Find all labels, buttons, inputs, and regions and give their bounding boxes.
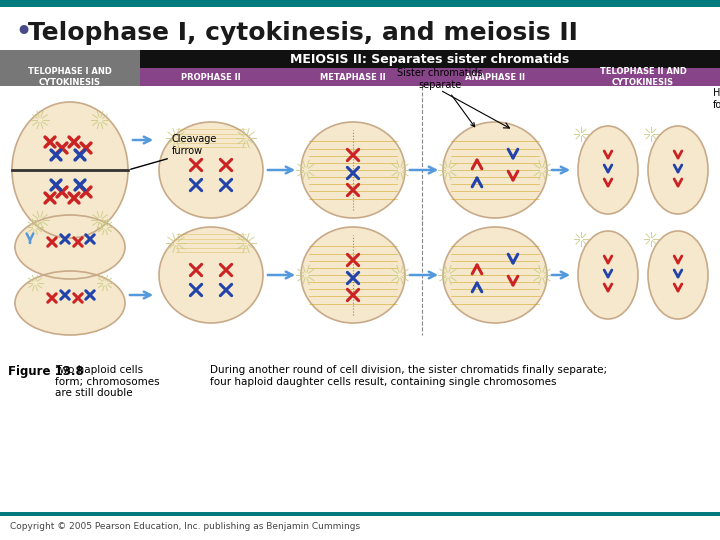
- Ellipse shape: [15, 215, 125, 279]
- Text: METAPHASE II: METAPHASE II: [320, 72, 386, 82]
- Ellipse shape: [443, 122, 547, 218]
- Ellipse shape: [578, 126, 638, 214]
- Ellipse shape: [12, 102, 128, 238]
- Text: MEIOSIS II: Separates sister chromatids: MEIOSIS II: Separates sister chromatids: [290, 52, 570, 65]
- Bar: [140, 68, 720, 86]
- Bar: [0, 50, 140, 68]
- Text: TELOPHASE I AND
CYTOKINESIS: TELOPHASE I AND CYTOKINESIS: [28, 68, 112, 87]
- Ellipse shape: [159, 227, 263, 323]
- Ellipse shape: [159, 122, 263, 218]
- Text: Two haploid cells
form; chromosomes
are still double: Two haploid cells form; chromosomes are …: [55, 365, 160, 398]
- Ellipse shape: [15, 271, 125, 335]
- Bar: [0, 0, 720, 7]
- Text: TELOPHASE II AND
CYTOKINESIS: TELOPHASE II AND CYTOKINESIS: [600, 68, 686, 87]
- Text: Haploid daughter cells
forming: Haploid daughter cells forming: [713, 89, 720, 110]
- Text: Figure 13.8: Figure 13.8: [8, 365, 84, 378]
- Text: Copyright © 2005 Pearson Education, Inc. publishing as Benjamin Cummings: Copyright © 2005 Pearson Education, Inc.…: [10, 522, 360, 531]
- Text: PROPHASE II: PROPHASE II: [181, 72, 240, 82]
- Text: ANAPHASE II: ANAPHASE II: [465, 72, 525, 82]
- Text: Cleavage
furrow: Cleavage furrow: [172, 134, 217, 156]
- Bar: [0, 68, 140, 86]
- Ellipse shape: [301, 227, 405, 323]
- Text: During another round of cell division, the sister chromatids finally separate;
f: During another round of cell division, t…: [210, 365, 607, 387]
- Ellipse shape: [443, 227, 547, 323]
- Ellipse shape: [648, 126, 708, 214]
- Ellipse shape: [648, 231, 708, 319]
- Text: Telophase I, cytokinesis, and meiosis II: Telophase I, cytokinesis, and meiosis II: [28, 21, 578, 45]
- Ellipse shape: [578, 231, 638, 319]
- Text: Sister chromatids
separate: Sister chromatids separate: [397, 69, 483, 127]
- Ellipse shape: [301, 122, 405, 218]
- Bar: [140, 50, 720, 68]
- Text: •: •: [14, 18, 32, 48]
- Bar: [0, 512, 720, 516]
